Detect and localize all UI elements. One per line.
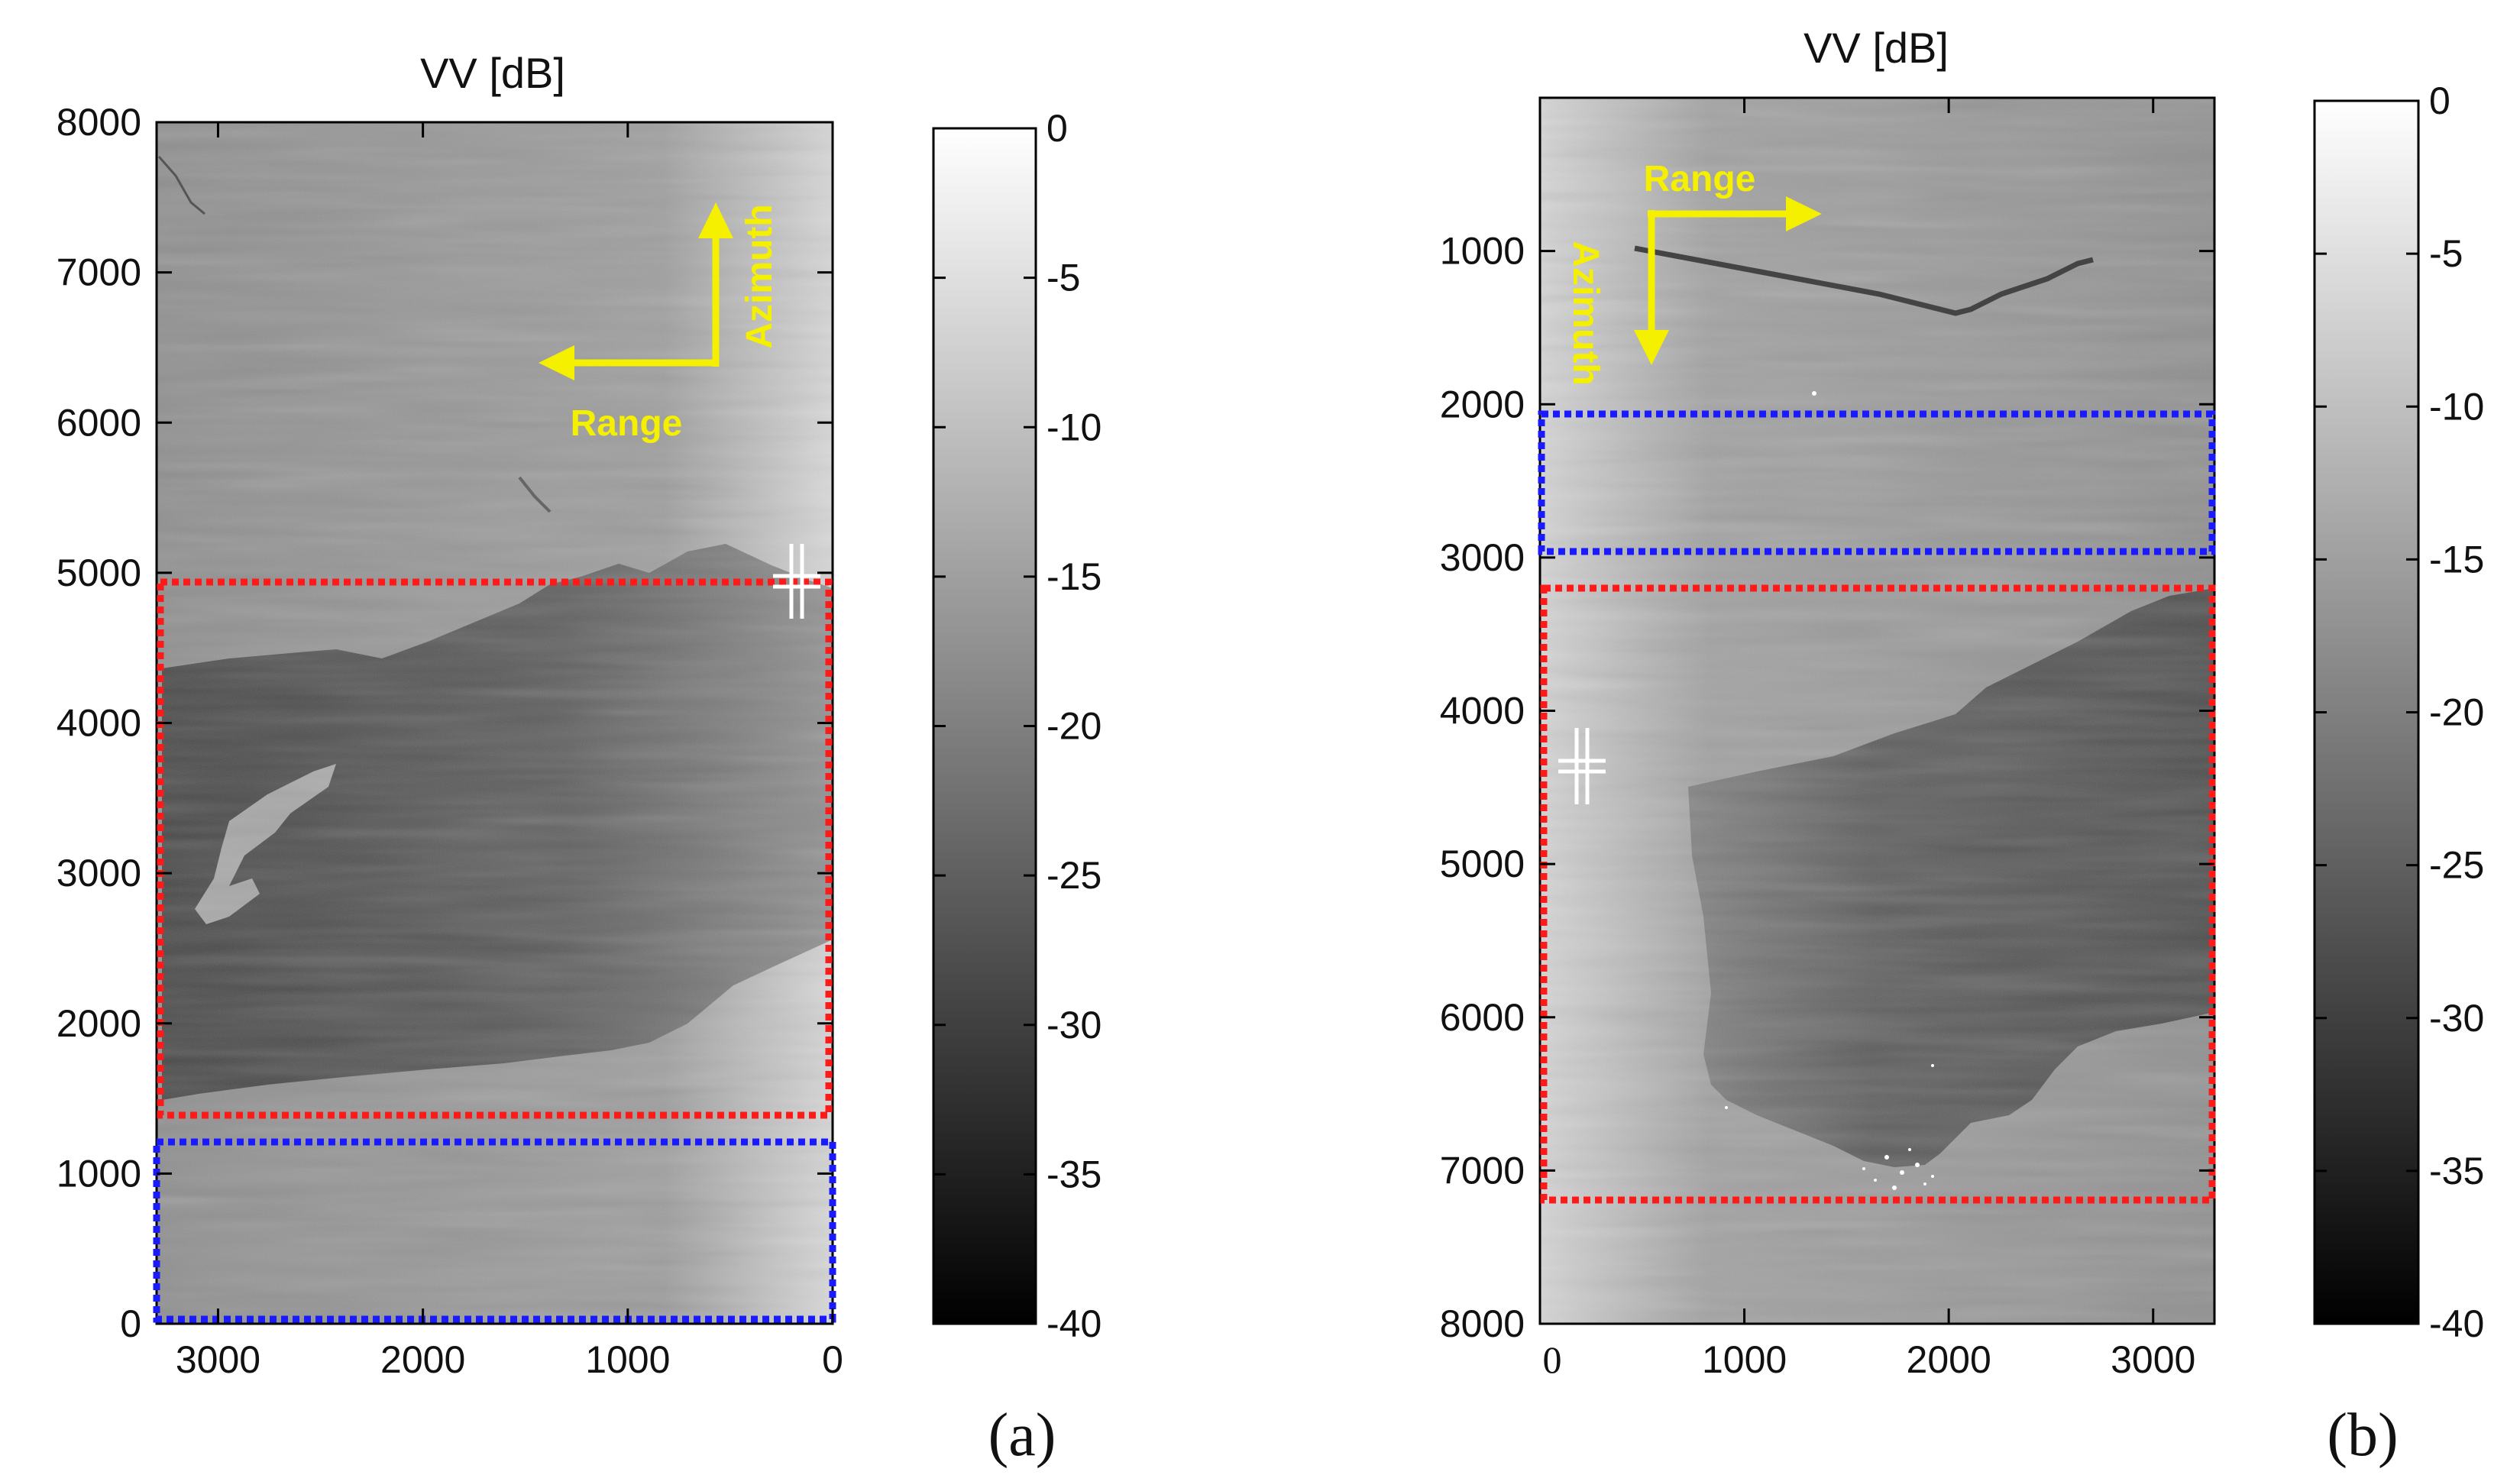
- colorbar-tick-label: -5: [1046, 257, 1080, 299]
- colorbar-tick-label: -35: [2429, 1150, 2484, 1192]
- panel-b: VV [dB]: [1440, 24, 2485, 1469]
- x-tick-label: 0: [822, 1338, 843, 1381]
- y-tick-label: 2000: [1440, 383, 1525, 425]
- x-tick-label: 3000: [176, 1338, 260, 1381]
- range-label-b: Range: [1644, 159, 1756, 199]
- colorbar-tick-label: -20: [1046, 705, 1101, 748]
- x-tick-label: 3000: [2111, 1338, 2195, 1381]
- y-tick-label: 2000: [57, 1002, 141, 1045]
- panel-b-direction-arrows: Range Azimuth: [1565, 159, 1822, 386]
- panel-a-direction-arrows: Range Azimuth: [539, 202, 780, 444]
- panel-a-y-axis: 8000 7000 6000 5000 4000 3000 2000 1000 0: [57, 101, 833, 1345]
- colorbar-tick-label: -40: [2429, 1302, 2484, 1345]
- colorbar-tick-label: 0: [1046, 107, 1068, 150]
- panel-b-sar-image: [1540, 98, 2214, 1324]
- panel-b-title: VV [dB]: [1803, 24, 1949, 72]
- panel-b-red-box: [1540, 584, 2216, 1204]
- panel-a-x-axis: 3000 2000 1000 0: [176, 122, 843, 1381]
- panel-a-label: (a): [988, 1402, 1056, 1469]
- azimuth-arrowhead-a: [698, 202, 733, 238]
- colorbar-tick-label: -10: [1046, 406, 1101, 448]
- x-tick-label: 0: [1543, 1338, 1562, 1381]
- colorbar-tick-label: -40: [1046, 1302, 1101, 1345]
- panel-a-blue-box: [153, 1138, 836, 1323]
- y-tick-label: 7000: [57, 251, 141, 294]
- y-tick-label: 6000: [1440, 996, 1525, 1039]
- panel-b-colorbar-ticks: 0 -5 -10 -15 -20 -25 -30 -35 -40: [2315, 79, 2484, 1345]
- y-tick-label: 8000: [57, 101, 141, 144]
- colorbar-tick-label: -30: [2429, 997, 2484, 1040]
- colorbar-tick-label: -25: [1046, 854, 1101, 897]
- colorbar-tick-label: -15: [1046, 555, 1101, 598]
- colorbar-tick-label: -5: [2429, 232, 2463, 275]
- y-tick-label: 3000: [1440, 536, 1525, 579]
- panel-a-cross-marker: [773, 544, 820, 619]
- azimuth-label-b: Azimuth: [1565, 241, 1606, 385]
- x-tick-label: 1000: [1702, 1338, 1787, 1381]
- panel-a-red-box: [157, 578, 833, 1119]
- panel-a-colorbar-ticks: 0 -5 -10 -15 -20 -25 -30 -35 -40: [933, 107, 1101, 1345]
- range-arrowhead-b: [1786, 196, 1822, 231]
- colorbar-tick-label: -35: [1046, 1153, 1101, 1195]
- panel-b-label: (b): [2327, 1402, 2398, 1469]
- panel-b-cross-marker: [1558, 728, 1606, 804]
- range-arrowhead-a: [539, 345, 574, 380]
- y-tick-label: 0: [120, 1302, 141, 1345]
- panel-b-y-axis: 1000 2000 3000 4000 5000 6000 7000 8000: [1440, 230, 2214, 1345]
- y-tick-label: 1000: [57, 1152, 141, 1195]
- panel-a-colorbar: [932, 127, 1037, 1325]
- y-tick-label: 1000: [1440, 230, 1525, 273]
- colorbar-tick-label: -25: [2429, 844, 2484, 887]
- colorbar-tick-label: -15: [2429, 538, 2484, 581]
- y-tick-label: 8000: [1440, 1302, 1525, 1345]
- azimuth-arrowhead-b: [1634, 330, 1669, 365]
- colorbar-tick-label: -30: [1046, 1004, 1101, 1046]
- x-tick-label: 2000: [380, 1338, 465, 1381]
- range-label-a: Range: [571, 403, 683, 444]
- y-tick-label: 4000: [57, 702, 141, 745]
- colorbar-tick-label: -10: [2429, 385, 2484, 428]
- y-tick-label: 7000: [1440, 1149, 1525, 1192]
- y-tick-label: 5000: [1440, 843, 1525, 885]
- y-tick-label: 5000: [57, 552, 141, 594]
- azimuth-label-a: Azimuth: [739, 204, 780, 348]
- y-tick-label: 3000: [57, 852, 141, 894]
- y-tick-label: 4000: [1440, 690, 1525, 733]
- panel-b-blue-box: [1538, 410, 2216, 555]
- panel-a-sar-image: [157, 122, 833, 1324]
- x-tick-label: 1000: [585, 1338, 670, 1381]
- y-tick-label: 6000: [57, 401, 141, 444]
- x-tick-label: 2000: [1907, 1338, 1991, 1381]
- colorbar-tick-label: 0: [2429, 79, 2450, 122]
- panel-b-colorbar: [2313, 99, 2420, 1325]
- panel-b-x-axis: 0 1000 2000 3000: [1538, 98, 2195, 1381]
- panel-a: VV [dB] Range: [57, 49, 1102, 1469]
- colorbar-tick-label: -20: [2429, 691, 2484, 734]
- panel-a-title: VV [dB]: [420, 49, 565, 97]
